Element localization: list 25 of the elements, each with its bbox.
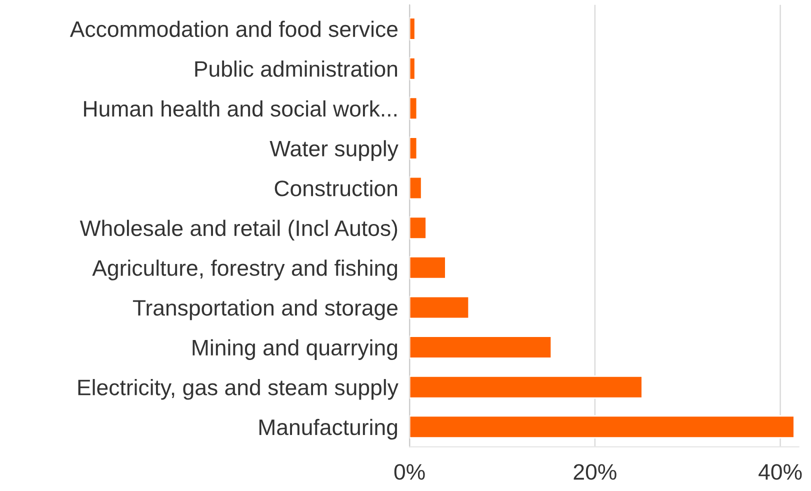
bar <box>410 216 427 240</box>
bar <box>410 56 416 80</box>
y-tick-label: Human health and social work... <box>84 100 396 117</box>
y-tick-label: Accommodation and food service <box>70 20 398 38</box>
y-tick-label: Wholesale and retail (Incl Autos) <box>80 220 398 241</box>
bar <box>410 176 422 200</box>
bar <box>410 336 552 359</box>
bar <box>410 375 643 399</box>
y-tick-label: Public administration <box>195 60 398 77</box>
y-tick-label: Manufacturing <box>259 418 398 440</box>
bar <box>410 136 418 160</box>
x-tick-label: 20% <box>574 464 616 480</box>
x-tick-label: 0% <box>394 464 425 480</box>
bar <box>410 256 446 280</box>
y-tick-label: Water supply <box>270 140 398 161</box>
bar <box>410 17 416 40</box>
bar <box>410 415 795 439</box>
y-tick-label: Electricity, gas and steam supply <box>78 379 398 400</box>
y-tick-label: Mining and quarrying <box>192 339 398 360</box>
x-tick-label: 40% <box>758 464 802 480</box>
bar <box>410 296 470 320</box>
y-tick-label: Construction <box>274 180 398 196</box>
y-tick-label: Agriculture, forestry and fishing <box>92 260 398 280</box>
bar <box>410 96 418 120</box>
y-tick-label: Transportation and storage <box>132 299 398 320</box>
